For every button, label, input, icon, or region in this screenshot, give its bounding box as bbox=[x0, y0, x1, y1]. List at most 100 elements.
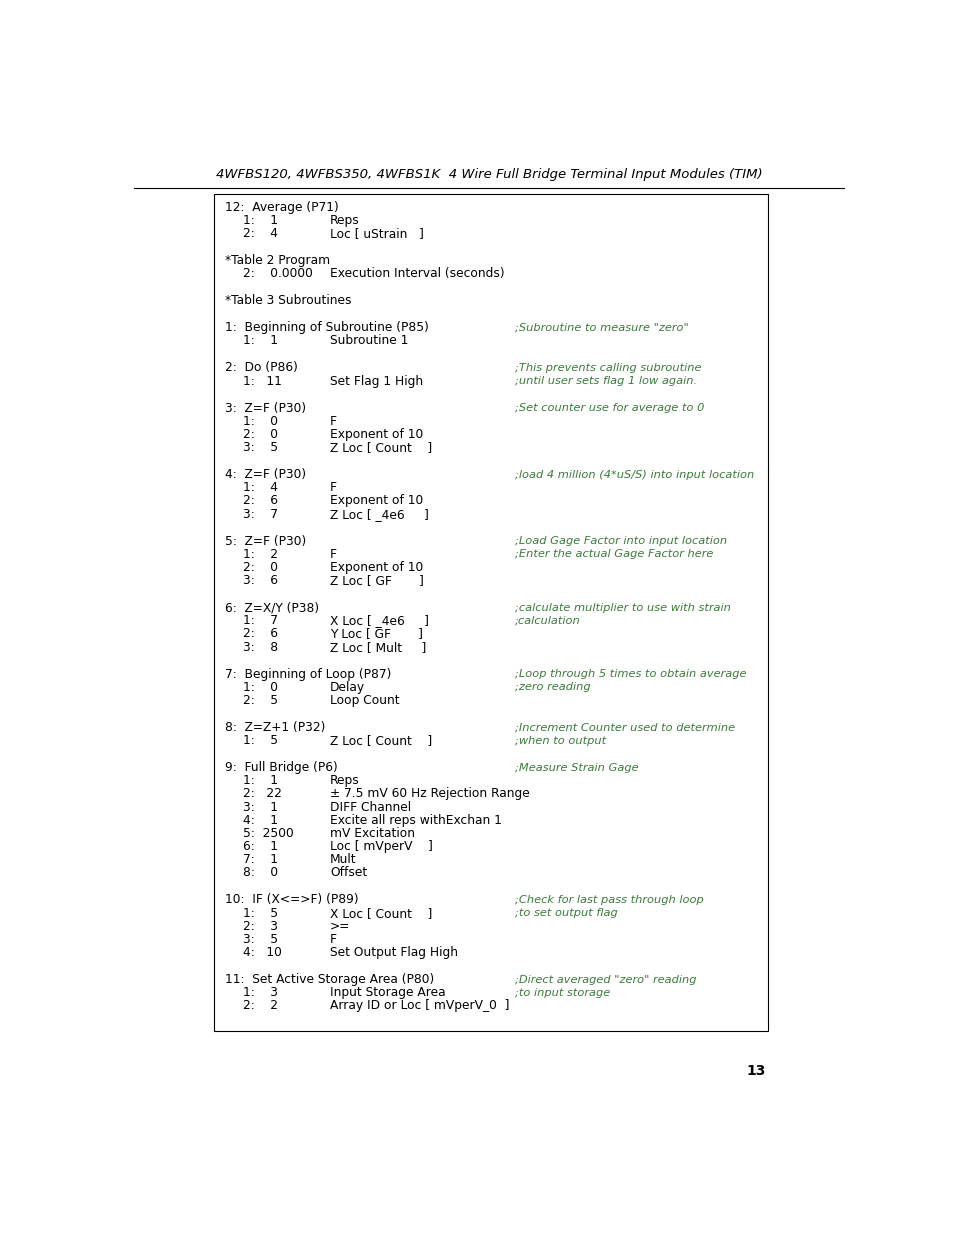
Text: ;calculate multiplier to use with strain: ;calculate multiplier to use with strain bbox=[515, 603, 730, 613]
Text: 13: 13 bbox=[746, 1063, 765, 1078]
Text: 8:  Z=Z+1 (P32): 8: Z=Z+1 (P32) bbox=[225, 721, 325, 734]
Text: 1:    3: 1: 3 bbox=[243, 987, 278, 999]
Text: 3:    7: 3: 7 bbox=[243, 508, 278, 520]
Text: 2:    6: 2: 6 bbox=[243, 627, 278, 641]
Text: ;to input storage: ;to input storage bbox=[515, 988, 609, 998]
Text: 7:  Beginning of Loop (P87): 7: Beginning of Loop (P87) bbox=[225, 668, 391, 680]
Text: Loc [ mVperV    ]: Loc [ mVperV ] bbox=[330, 840, 433, 853]
Text: ;This prevents calling subroutine: ;This prevents calling subroutine bbox=[515, 363, 700, 373]
Text: Execution Interval (seconds): Execution Interval (seconds) bbox=[330, 267, 504, 280]
Text: 10:  IF (X<=>F) (P89): 10: IF (X<=>F) (P89) bbox=[225, 893, 358, 906]
Text: ;Loop through 5 times to obtain average: ;Loop through 5 times to obtain average bbox=[515, 669, 745, 679]
Text: >=: >= bbox=[330, 920, 350, 932]
Text: 2:    3: 2: 3 bbox=[243, 920, 278, 932]
Text: Mult: Mult bbox=[330, 853, 356, 866]
Text: 1:    1: 1: 1 bbox=[243, 335, 278, 347]
Text: 3:  Z=F (P30): 3: Z=F (P30) bbox=[225, 401, 306, 415]
Text: ;zero reading: ;zero reading bbox=[515, 682, 590, 693]
Text: Y Loc [ GF       ]: Y Loc [ GF ] bbox=[330, 627, 422, 641]
Text: ;Set counter use for average to 0: ;Set counter use for average to 0 bbox=[515, 403, 703, 412]
Text: Z Loc [ GF       ]: Z Loc [ GF ] bbox=[330, 574, 423, 587]
Text: 1:    2: 1: 2 bbox=[243, 547, 278, 561]
Text: Z Loc [ Count    ]: Z Loc [ Count ] bbox=[330, 734, 432, 747]
Text: 2:    0: 2: 0 bbox=[243, 561, 278, 574]
Text: 1:    1: 1: 1 bbox=[243, 774, 278, 787]
Text: Subroutine 1: Subroutine 1 bbox=[330, 335, 408, 347]
Bar bbox=[213, 194, 767, 1031]
Text: 6:    1: 6: 1 bbox=[243, 840, 278, 853]
Text: ;Load Gage Factor into input location: ;Load Gage Factor into input location bbox=[515, 536, 726, 546]
Text: 5:  2500: 5: 2500 bbox=[243, 827, 294, 840]
Text: 1:    0: 1: 0 bbox=[243, 680, 278, 694]
Text: 3:    6: 3: 6 bbox=[243, 574, 278, 587]
Text: Array ID or Loc [ mVperV_0  ]: Array ID or Loc [ mVperV_0 ] bbox=[330, 999, 509, 1013]
Text: X Loc [ _4e6     ]: X Loc [ _4e6 ] bbox=[330, 614, 429, 627]
Text: 1:    4: 1: 4 bbox=[243, 482, 278, 494]
Text: ;when to output: ;when to output bbox=[515, 736, 605, 746]
Text: 2:    0: 2: 0 bbox=[243, 427, 278, 441]
Text: 2:    2: 2: 2 bbox=[243, 999, 278, 1013]
Text: 1:    5: 1: 5 bbox=[243, 734, 278, 747]
Text: F: F bbox=[330, 547, 336, 561]
Text: 1:    0: 1: 0 bbox=[243, 415, 278, 427]
Text: F: F bbox=[330, 482, 336, 494]
Text: 3:    5: 3: 5 bbox=[243, 932, 278, 946]
Text: ;Direct averaged "zero" reading: ;Direct averaged "zero" reading bbox=[515, 974, 696, 984]
Text: Loop Count: Loop Count bbox=[330, 694, 399, 706]
Text: Z Loc [ Count    ]: Z Loc [ Count ] bbox=[330, 441, 432, 454]
Text: ;Measure Strain Gage: ;Measure Strain Gage bbox=[515, 762, 638, 773]
Text: ;load 4 million (4*uS/S) into input location: ;load 4 million (4*uS/S) into input loca… bbox=[515, 469, 753, 479]
Text: 1:  Beginning of Subroutine (P85): 1: Beginning of Subroutine (P85) bbox=[225, 321, 429, 335]
Text: ± 7.5 mV 60 Hz Rejection Range: ± 7.5 mV 60 Hz Rejection Range bbox=[330, 788, 529, 800]
Text: Set Flag 1 High: Set Flag 1 High bbox=[330, 374, 422, 388]
Text: Offset: Offset bbox=[330, 867, 367, 879]
Text: 2:    6: 2: 6 bbox=[243, 494, 278, 508]
Text: 2:    4: 2: 4 bbox=[243, 227, 278, 240]
Text: Input Storage Area: Input Storage Area bbox=[330, 987, 445, 999]
Text: DIFF Channel: DIFF Channel bbox=[330, 800, 411, 814]
Text: ;Increment Counter used to determine: ;Increment Counter used to determine bbox=[515, 722, 734, 732]
Text: 3:    5: 3: 5 bbox=[243, 441, 278, 454]
Text: 6:  Z=X/Y (P38): 6: Z=X/Y (P38) bbox=[225, 601, 318, 614]
Text: F: F bbox=[330, 415, 336, 427]
Text: 3:    8: 3: 8 bbox=[243, 641, 278, 653]
Text: Loc [ uStrain   ]: Loc [ uStrain ] bbox=[330, 227, 423, 240]
Text: F: F bbox=[330, 932, 336, 946]
Text: 1:    7: 1: 7 bbox=[243, 614, 278, 627]
Text: ;Check for last pass through loop: ;Check for last pass through loop bbox=[515, 895, 702, 905]
Text: 4:   10: 4: 10 bbox=[243, 946, 282, 960]
Text: X Loc [ Count    ]: X Loc [ Count ] bbox=[330, 906, 432, 920]
Text: *Table 2 Program: *Table 2 Program bbox=[225, 254, 330, 267]
Text: 4:  Z=F (P30): 4: Z=F (P30) bbox=[225, 468, 306, 480]
Text: Delay: Delay bbox=[330, 680, 365, 694]
Text: 1:    1: 1: 1 bbox=[243, 214, 278, 227]
Text: 2:  Do (P86): 2: Do (P86) bbox=[225, 362, 297, 374]
Text: 12:  Average (P71): 12: Average (P71) bbox=[225, 200, 338, 214]
Text: Z Loc [ Mult     ]: Z Loc [ Mult ] bbox=[330, 641, 426, 653]
Text: Excite all reps withExchan 1: Excite all reps withExchan 1 bbox=[330, 814, 501, 826]
Text: Exponent of 10: Exponent of 10 bbox=[330, 561, 423, 574]
Text: 5:  Z=F (P30): 5: Z=F (P30) bbox=[225, 535, 306, 547]
Text: 1:    5: 1: 5 bbox=[243, 906, 278, 920]
Text: ;Enter the actual Gage Factor here: ;Enter the actual Gage Factor here bbox=[515, 550, 713, 559]
Text: ;until user sets flag 1 low again.: ;until user sets flag 1 low again. bbox=[515, 375, 697, 387]
Text: ;to set output flag: ;to set output flag bbox=[515, 908, 617, 918]
Text: 11:  Set Active Storage Area (P80): 11: Set Active Storage Area (P80) bbox=[225, 973, 434, 986]
Text: mV Excitation: mV Excitation bbox=[330, 827, 415, 840]
Text: 2:    5: 2: 5 bbox=[243, 694, 278, 706]
Text: Reps: Reps bbox=[330, 774, 359, 787]
Text: Exponent of 10: Exponent of 10 bbox=[330, 494, 423, 508]
Text: 3:    1: 3: 1 bbox=[243, 800, 278, 814]
Text: 4WFBS120, 4WFBS350, 4WFBS1K  4 Wire Full Bridge Terminal Input Modules (TIM): 4WFBS120, 4WFBS350, 4WFBS1K 4 Wire Full … bbox=[215, 168, 761, 180]
Text: 9:  Full Bridge (P6): 9: Full Bridge (P6) bbox=[225, 761, 337, 774]
Text: Set Output Flag High: Set Output Flag High bbox=[330, 946, 457, 960]
Text: 7:    1: 7: 1 bbox=[243, 853, 278, 866]
Text: *Table 3 Subroutines: *Table 3 Subroutines bbox=[225, 294, 351, 308]
Text: 2:   22: 2: 22 bbox=[243, 788, 282, 800]
Text: 2:    0.0000: 2: 0.0000 bbox=[243, 267, 313, 280]
Text: 8:    0: 8: 0 bbox=[243, 867, 278, 879]
Text: Exponent of 10: Exponent of 10 bbox=[330, 427, 423, 441]
Text: 1:   11: 1: 11 bbox=[243, 374, 282, 388]
Text: Z Loc [ _4e6     ]: Z Loc [ _4e6 ] bbox=[330, 508, 429, 520]
Text: ;calculation: ;calculation bbox=[515, 616, 580, 626]
